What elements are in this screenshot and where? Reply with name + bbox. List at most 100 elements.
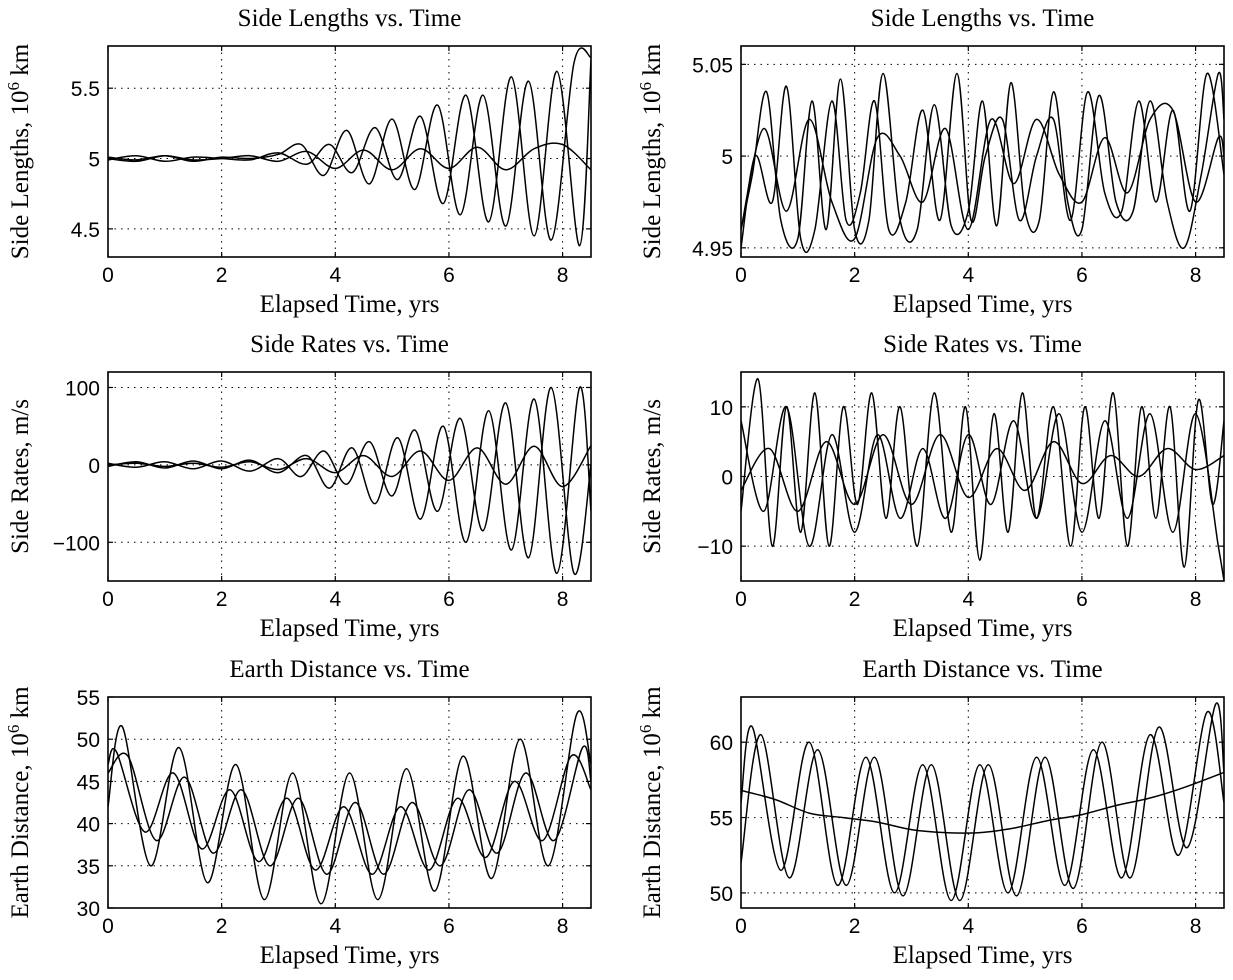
x-tick-label: 2 <box>216 264 228 287</box>
y-tick-label: 5.05 <box>692 54 733 77</box>
y-axis-label-unit: km <box>639 686 666 725</box>
x-tick-label: 4 <box>329 588 341 611</box>
x-tick-label: 0 <box>735 915 747 938</box>
series-line-3 <box>108 748 591 875</box>
chart-title: Earth Distance vs. Time <box>229 656 469 683</box>
x-tick-label: 6 <box>443 588 455 611</box>
y-tick-label: 60 <box>710 732 733 755</box>
series-line-1 <box>108 386 591 575</box>
x-axis-label: Elapsed Time, yrs <box>260 942 440 969</box>
x-tick-label: 0 <box>102 264 114 287</box>
chart-panel-2: 0 2 4 6 8 4.95 5 5.05 Side Lengths vs. Time Elaps… <box>636 5 1225 318</box>
x-tick-label: 4 <box>329 264 341 287</box>
x-tick-label: 6 <box>1076 264 1088 287</box>
y-tick-label: 4.95 <box>692 238 733 261</box>
x-tick-label: 8 <box>1190 264 1202 287</box>
series-line-3 <box>108 142 591 171</box>
chart-title: Side Rates vs. Time <box>883 331 1082 358</box>
axes-frame <box>107 696 592 909</box>
y-axis-label: Side Rates, m/s <box>7 399 34 554</box>
chart-panel-3: 0 2 4 6 8 −100 0 100 Side Rates vs. Time Elapsed … <box>7 331 592 642</box>
x-tick-label: 8 <box>1190 588 1202 611</box>
y-tick-label: −100 <box>53 532 100 555</box>
series-line-1 <box>741 71 1224 249</box>
x-tick-label: 6 <box>443 264 455 287</box>
y-tick-label: 4.5 <box>71 219 100 242</box>
x-tick-label: 8 <box>557 915 569 938</box>
x-tick-label: 4 <box>962 915 974 938</box>
chart-panel-4: 0 2 4 6 8 −10 0 10 Side Rates vs. Time Elapsed Ti… <box>639 331 1225 642</box>
y-tick-label: 0 <box>88 455 100 478</box>
y-axis-label-unit: km <box>639 43 666 82</box>
series-line-2 <box>108 386 591 575</box>
x-tick-label: 4 <box>329 915 341 938</box>
y-axis-label-exponent: 6 <box>4 82 23 91</box>
y-axis-label: Earth Distance, 106 km <box>636 686 666 919</box>
x-tick-label: 2 <box>849 264 861 287</box>
chart-panel-1: 0 2 4 6 8 4.5 5 5.5 Side Lengths vs. Time Elapsed… <box>4 5 592 318</box>
x-axis-label: Elapsed Time, yrs <box>260 291 440 318</box>
y-tick-label: 10 <box>710 397 733 420</box>
series-line-2 <box>741 406 1224 581</box>
y-tick-label: 0 <box>721 467 733 490</box>
x-tick-label: 4 <box>962 588 974 611</box>
series-line-2 <box>741 702 1224 902</box>
y-axis-label-exponent: 6 <box>4 725 23 734</box>
x-axis-label: Elapsed Time, yrs <box>260 615 440 642</box>
y-axis-label-main: Side Lengths, 10 <box>7 90 34 259</box>
y-axis-label-exponent: 6 <box>636 82 655 91</box>
axes-frame <box>740 45 1225 258</box>
y-axis-label-unit: km <box>7 686 34 725</box>
y-tick-label: 30 <box>77 898 100 921</box>
y-axis-label: Side Lengths, 106 km <box>4 43 34 259</box>
y-tick-label: 40 <box>77 814 100 837</box>
x-axis-label: Elapsed Time, yrs <box>893 291 1073 318</box>
series-line-1 <box>741 378 1224 568</box>
chart-panel-5: 0 2 4 6 8 30 35 40 45 50 55 Earth Distance vs. Time… <box>4 656 592 969</box>
y-tick-label: 50 <box>77 729 100 752</box>
x-tick-label: 2 <box>849 588 861 611</box>
chart-title: Side Lengths vs. Time <box>238 5 462 32</box>
y-tick-label: 55 <box>710 808 733 831</box>
x-tick-label: 0 <box>102 588 114 611</box>
x-axis-label: Elapsed Time, yrs <box>893 942 1073 969</box>
axes-frame <box>107 371 592 582</box>
axes-frame <box>107 45 592 258</box>
y-axis-label-main: Earth Distance, 10 <box>639 733 666 918</box>
y-axis-label-exponent: 6 <box>636 725 655 734</box>
y-tick-label: 100 <box>65 377 100 400</box>
series-line-2 <box>741 72 1224 254</box>
y-axis-label: Side Lengths, 106 km <box>636 43 666 259</box>
y-tick-label: 5 <box>88 149 100 172</box>
y-axis-label: Earth Distance, 106 km <box>4 686 34 919</box>
x-axis-label: Elapsed Time, yrs <box>893 615 1073 642</box>
y-tick-label: 5.5 <box>71 78 100 101</box>
chart-title: Side Lengths vs. Time <box>871 5 1095 32</box>
y-axis-label-main: Earth Distance, 10 <box>7 733 34 918</box>
x-tick-label: 6 <box>443 915 455 938</box>
y-axis-label-unit: km <box>7 43 34 82</box>
x-tick-label: 2 <box>849 915 861 938</box>
x-tick-label: 0 <box>735 588 747 611</box>
x-tick-label: 8 <box>1190 915 1202 938</box>
series-line-1 <box>108 47 591 241</box>
y-tick-label: −10 <box>697 536 733 559</box>
y-axis-label: Side Rates, m/s <box>639 399 666 554</box>
y-tick-label: 50 <box>710 883 733 906</box>
chart-title: Side Rates vs. Time <box>250 331 449 358</box>
chart-panel-6: 0 2 4 6 8 50 55 60 Earth Distance vs. Time Elapse… <box>636 656 1225 969</box>
x-tick-label: 8 <box>557 264 569 287</box>
y-axis-label-main: Side Lengths, 10 <box>639 90 666 259</box>
x-tick-label: 4 <box>962 264 974 287</box>
series-line-3 <box>741 102 1224 242</box>
x-tick-label: 6 <box>1076 588 1088 611</box>
series-line-1 <box>108 710 591 905</box>
series-line-1 <box>741 711 1224 902</box>
x-tick-label: 0 <box>735 264 747 287</box>
chart-title: Earth Distance vs. Time <box>862 656 1102 683</box>
y-tick-label: 45 <box>77 771 100 794</box>
y-tick-label: 55 <box>77 687 100 710</box>
x-tick-label: 2 <box>216 588 228 611</box>
y-tick-label: 35 <box>77 856 100 879</box>
